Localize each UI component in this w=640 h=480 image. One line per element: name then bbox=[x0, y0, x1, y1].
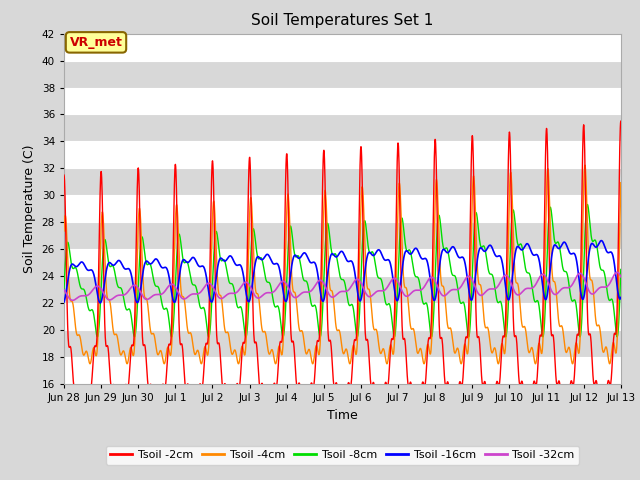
Title: Soil Temperatures Set 1: Soil Temperatures Set 1 bbox=[252, 13, 433, 28]
Bar bbox=[64, 357, 621, 384]
Text: VR_met: VR_met bbox=[70, 36, 122, 49]
Bar bbox=[64, 168, 621, 195]
X-axis label: Time: Time bbox=[327, 408, 358, 421]
Bar bbox=[64, 142, 621, 168]
Legend: Tsoil -2cm, Tsoil -4cm, Tsoil -8cm, Tsoil -16cm, Tsoil -32cm: Tsoil -2cm, Tsoil -4cm, Tsoil -8cm, Tsoi… bbox=[106, 445, 579, 465]
Bar bbox=[64, 303, 621, 330]
Bar bbox=[64, 87, 621, 114]
Bar bbox=[64, 222, 621, 249]
Bar bbox=[64, 34, 621, 60]
Bar bbox=[64, 195, 621, 222]
Bar bbox=[64, 114, 621, 142]
Bar bbox=[64, 330, 621, 357]
Bar bbox=[64, 249, 621, 276]
Bar bbox=[64, 276, 621, 303]
Bar bbox=[64, 60, 621, 87]
Y-axis label: Soil Temperature (C): Soil Temperature (C) bbox=[23, 144, 36, 273]
